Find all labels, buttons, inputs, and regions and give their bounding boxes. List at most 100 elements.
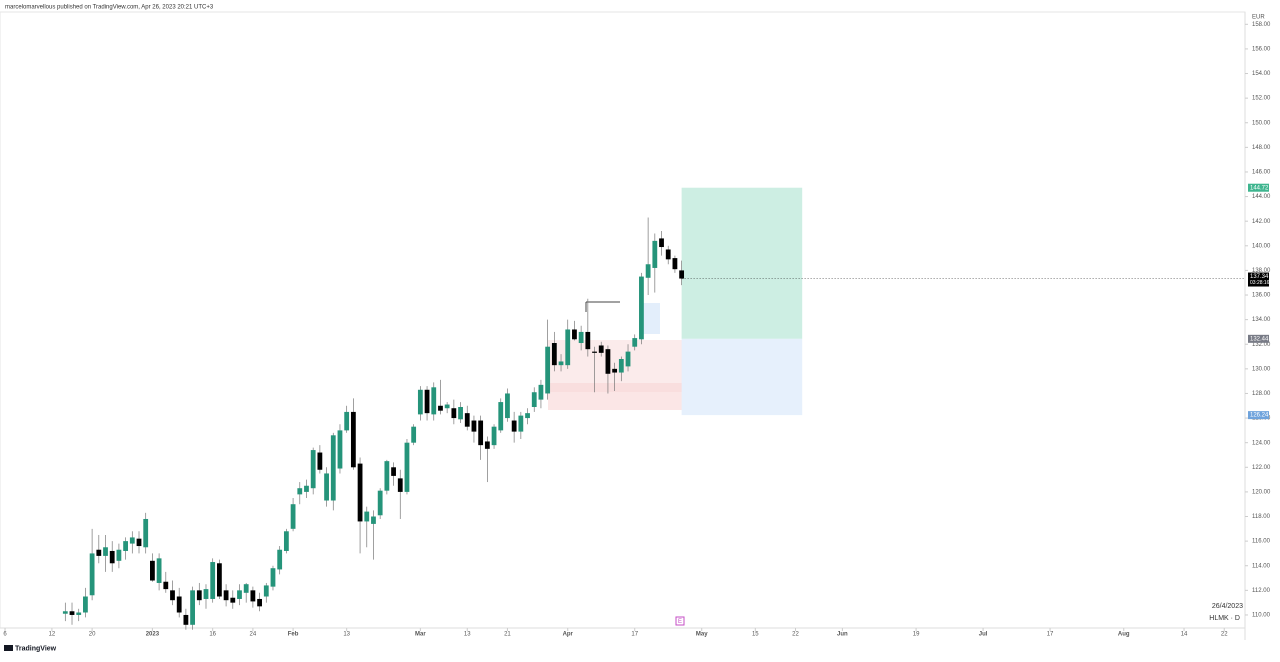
- candle-body: [310, 450, 316, 489]
- y-tick-label: 146.00: [1252, 170, 1271, 176]
- candle-body: [371, 516, 376, 524]
- x-tick-label: 17: [1047, 632, 1054, 638]
- x-tick-label: 15: [752, 632, 759, 638]
- candle-body: [605, 349, 611, 374]
- candle-body: [123, 541, 129, 551]
- candle-body: [659, 238, 664, 248]
- candle-body: [76, 612, 82, 615]
- y-tick-label: 158.00: [1252, 22, 1271, 28]
- x-tick-label: 22: [1221, 632, 1228, 638]
- x-tick-label: 19: [913, 632, 920, 638]
- candle-body: [377, 490, 383, 516]
- candle-body: [612, 368, 618, 373]
- y-tick-label: 142.00: [1252, 219, 1271, 225]
- candle-body: [558, 361, 564, 366]
- earnings-marker: E: [678, 619, 682, 625]
- candle-body: [270, 568, 276, 587]
- header: marcelomarvellous published on TradingVi…: [5, 5, 214, 11]
- plot-area: [0, 11, 1246, 629]
- candle-body: [438, 405, 443, 411]
- y-tick-label: 130.00: [1252, 366, 1271, 372]
- candle-body: [364, 511, 370, 522]
- candle-body: [83, 596, 88, 613]
- candle-body: [69, 611, 75, 615]
- candle-body: [283, 531, 289, 551]
- symbol-label: HLMK · D: [1209, 615, 1240, 622]
- candle-body: [397, 478, 403, 492]
- candle-body: [484, 441, 490, 449]
- candle-body: [196, 590, 202, 601]
- x-tick-label: Feb: [288, 632, 299, 638]
- entry-label: 132.44: [1250, 336, 1269, 342]
- candle-body: [143, 518, 149, 548]
- x-tick-label: 2023: [146, 632, 160, 638]
- candle-body: [625, 351, 631, 367]
- y-tick-label: 124.00: [1252, 440, 1271, 446]
- candle-body: [585, 331, 591, 350]
- x-tick-label: Jun: [837, 632, 848, 638]
- candle-body: [424, 389, 430, 414]
- candle-body: [505, 393, 510, 419]
- zone: [548, 383, 707, 410]
- candle-body: [411, 426, 417, 443]
- countdown: 03:28:16: [1250, 280, 1270, 286]
- candle-body: [464, 413, 470, 427]
- stop-loss-label-box: [1248, 411, 1269, 420]
- candle-body: [598, 345, 604, 353]
- x-tick-label: 6: [3, 632, 7, 638]
- candle-body: [679, 270, 685, 279]
- candle-body: [183, 614, 189, 625]
- x-tick-label: Aug: [1118, 632, 1130, 638]
- candle-body: [317, 452, 323, 470]
- candle-body: [62, 611, 68, 614]
- y-tick-label: 114.00: [1252, 563, 1271, 569]
- zone: [640, 303, 660, 334]
- y-tick-label: 122.00: [1252, 465, 1271, 471]
- candle-body: [458, 406, 463, 420]
- date-label: 26/4/2023: [1212, 603, 1243, 610]
- candle-body: [163, 581, 169, 590]
- x-tick-label: 13: [343, 632, 350, 638]
- candle-body: [116, 549, 122, 561]
- x-tick-label: 21: [504, 632, 511, 638]
- candle-body: [578, 331, 584, 344]
- candle-body: [277, 549, 283, 570]
- candle-body: [525, 413, 530, 419]
- candle-body: [324, 473, 329, 501]
- candle-body: [210, 562, 216, 599]
- candle-body: [103, 547, 108, 556]
- y-tick-label: 154.00: [1252, 71, 1271, 77]
- logo: [4, 645, 13, 651]
- candle-body: [150, 560, 155, 581]
- y-tick-label: 152.00: [1252, 96, 1271, 102]
- candle-body: [237, 590, 242, 599]
- y-tick-label: 150.00: [1252, 120, 1271, 126]
- candle-body: [89, 553, 95, 596]
- footer: TradingView: [15, 645, 57, 652]
- candle-body: [592, 351, 597, 353]
- x-tick-label: Mar: [415, 632, 426, 638]
- entry-label-box: [1248, 334, 1269, 343]
- candle-body: [250, 590, 256, 602]
- y-tick-label: 110.00: [1252, 613, 1271, 619]
- currency: EUR: [1252, 15, 1265, 21]
- candle-body: [190, 590, 195, 625]
- y-tick-label: 148.00: [1252, 145, 1271, 151]
- candle-body: [136, 538, 142, 547]
- candle-body: [263, 585, 269, 597]
- candle-body: [404, 442, 410, 492]
- candle-body: [531, 392, 537, 407]
- x-tick-label: 12: [49, 632, 56, 638]
- candle-body: [156, 558, 162, 583]
- candle-body: [451, 408, 457, 419]
- y-tick-label: 138.00: [1252, 268, 1271, 274]
- y-tick-label: 132.00: [1252, 342, 1271, 348]
- candle-body: [216, 563, 222, 597]
- candle-body: [96, 549, 102, 556]
- candle-body: [290, 504, 296, 529]
- y-tick-label: 116.00: [1252, 539, 1271, 545]
- y-tick-label: 156.00: [1252, 46, 1271, 52]
- x-tick-label: May: [696, 632, 708, 638]
